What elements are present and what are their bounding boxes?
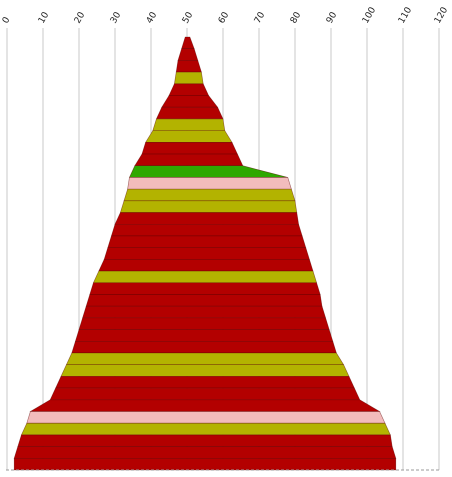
pyramid-band [89,282,321,295]
pyramid-band [98,259,314,272]
pyramid-band [114,212,299,225]
pyramid-band [141,142,238,155]
x-tick-label: 120 [433,5,450,25]
x-tick-label: 20 [73,10,88,25]
pyramid-band [49,387,361,401]
x-axis-tick-labels: 0 10 20 30 40 50 60 70 80 90 100 110 120 [1,5,450,25]
x-tick-label: 10 [37,10,52,25]
pyramid-band [123,188,296,202]
pyramid-band [145,130,233,143]
pyramid-band [74,329,334,342]
pyramid-band [127,177,292,190]
x-tick-label: 90 [325,10,340,25]
pyramid-band [29,399,381,412]
pyramid-bands [13,36,397,471]
pyramid-band [161,95,219,108]
pyramid-band [65,352,345,365]
pyramid-band [103,247,310,260]
pyramid-band [119,200,298,213]
pyramid-band [175,60,202,73]
pyramid-band [128,165,288,178]
pyramid-band [181,36,195,50]
pyramid-band [107,235,307,248]
pyramid-band [134,153,244,167]
pyramid-band [155,106,224,120]
x-tick-label: 70 [253,10,268,25]
pyramid-band [152,118,226,131]
pyramid-band [174,71,204,85]
pyramid-band [110,223,303,237]
x-tick-label: 110 [397,5,414,25]
pyramid-band [26,411,386,424]
pyramid-band [85,294,323,307]
pyramid-band [60,364,350,377]
pyramid-band [17,434,393,447]
x-tick-label: 40 [145,10,160,25]
x-tick-label: 30 [109,10,124,25]
x-tick-label: 100 [361,5,378,25]
pyramid-band [92,270,318,284]
pyramid-band [13,446,397,459]
pyramid-band [177,48,199,61]
pyramid-band [55,376,355,389]
x-tick-label: 60 [217,10,232,25]
x-tick-label: 50 [181,10,196,25]
x-tick-label: 0 [1,15,13,25]
pyramid-band [13,457,397,471]
pyramid-band [168,83,210,96]
pyramid-band [82,305,327,319]
pyramid-band [71,340,337,354]
pyramid-band [20,422,391,436]
x-tick-label: 80 [289,10,304,25]
pyramid-band [78,317,330,330]
